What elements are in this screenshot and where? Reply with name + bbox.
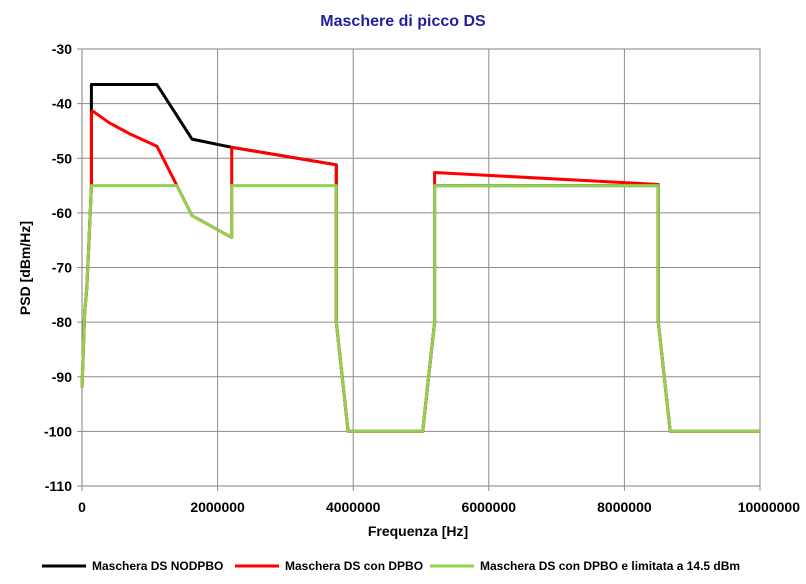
y-tick-label: -30 <box>52 41 72 57</box>
y-tick-label: -100 <box>44 423 72 439</box>
x-tick-label: 8000000 <box>597 499 652 515</box>
series-lines <box>80 83 760 433</box>
y-tick-label: -90 <box>52 369 72 385</box>
y-tick-label: -50 <box>52 150 72 166</box>
axis-ticks: -30 -40 -50 -60 -70 -80 -90 -100 -110 0 2000000 400… <box>44 41 800 515</box>
grid-lines <box>81 48 761 487</box>
x-tick-label: 0 <box>78 499 86 515</box>
y-tick-label: -80 <box>52 314 72 330</box>
x-tick-label: 2000000 <box>190 499 245 515</box>
y-tick-label: -110 <box>45 478 72 494</box>
legend-label-1: Maschera DS NODPBO <box>92 559 223 573</box>
legend: Maschera DS NODPBO Maschera DS con DPBO Ma… <box>42 559 740 573</box>
x-tick-label: 4000000 <box>326 499 381 515</box>
y-tick-label: -60 <box>52 205 72 221</box>
x-tick-label: 10000000 <box>738 499 801 515</box>
x-axis-title: Frequenza [Hz] <box>368 523 468 539</box>
legend-label-2: Maschera DS con DPBO <box>285 559 423 573</box>
y-tick-label: -70 <box>52 260 72 276</box>
y-axis-title: PSD [dBm/Hz] <box>17 221 33 315</box>
y-tick-label: -40 <box>52 96 72 112</box>
x-tick-label: 6000000 <box>462 499 517 515</box>
chart-title: Maschere di picco DS <box>320 13 486 30</box>
legend-label-3: Maschera DS con DPBO e limitata a 14.5 d… <box>480 559 740 573</box>
series-line-3 <box>80 184 760 433</box>
